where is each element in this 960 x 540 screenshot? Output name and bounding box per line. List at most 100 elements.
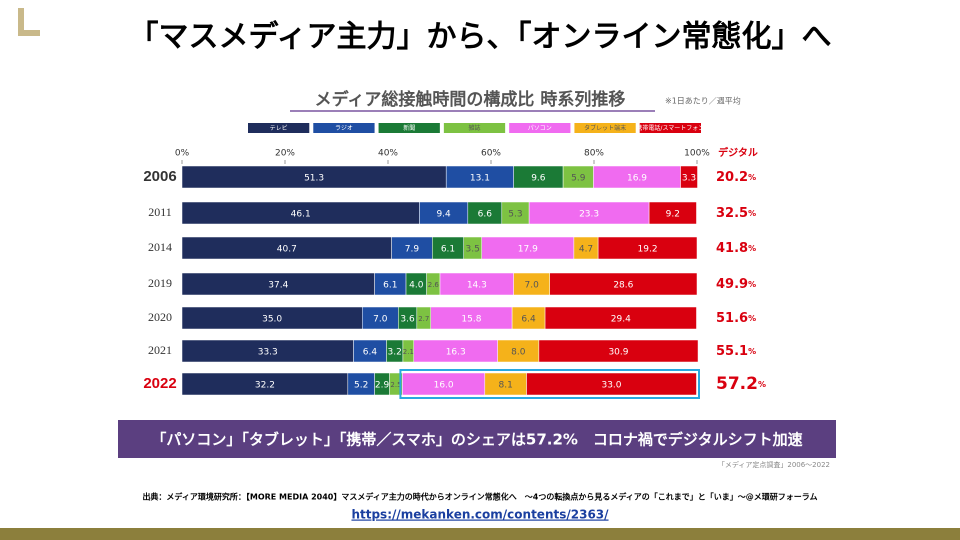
digital-value: 41.8 (716, 241, 748, 256)
year-label: 2021 (148, 343, 172, 357)
source: 「メディア定点調査」2006～2022 (718, 460, 830, 469)
bar-value-label: 2.6 (428, 281, 440, 289)
x-tick-label: 20% (275, 149, 295, 159)
bar-value-label: 3.3 (682, 174, 696, 184)
banner-text: 「パソコン」「タブレット」「携帯／スマホ」のシェアは57.2% コロナ禍でデジタ… (151, 431, 802, 449)
bar-segment (597, 236, 698, 260)
digital-share: 20.2% (716, 170, 756, 185)
bar-value-label: 30.9 (608, 348, 628, 358)
url-link[interactable]: https://mekanken.com/contents/2363/ (351, 508, 609, 522)
bar-value-label: 14.3 (467, 281, 487, 291)
year-label: 2011 (148, 205, 172, 219)
bar-value-label: 17.9 (518, 245, 538, 255)
bar-value-label: 5.2 (354, 381, 368, 391)
digital-unit: % (758, 380, 766, 389)
highlight-box (399, 369, 700, 399)
legend-label: テレビ (270, 124, 288, 132)
bar-value-label: 40.7 (277, 245, 297, 255)
year-label: 2006 (143, 168, 176, 185)
bar-segment (648, 201, 697, 225)
digital-value: 49.9 (716, 277, 748, 292)
digital-unit: % (748, 209, 756, 218)
digital-unit: % (748, 244, 756, 253)
digital-unit: % (748, 347, 756, 356)
digital-value: 20.2 (716, 170, 748, 185)
bar-value-label: 37.4 (268, 281, 288, 291)
bar-value-label: 29.4 (611, 315, 631, 325)
bar-value-label: 5.9 (571, 174, 586, 184)
logo (18, 8, 40, 36)
legend-swatch (574, 123, 636, 133)
bar-segment (544, 306, 697, 330)
bar-value-label: 9.2 (666, 210, 680, 220)
legend-label: 携帯電話/スマートフォン (636, 124, 704, 132)
bar-value-label: 3.6 (400, 315, 415, 325)
x-tick-label: 40% (378, 149, 398, 159)
digital-share: 51.6% (716, 311, 756, 326)
bar-value-label: 2.7 (418, 315, 429, 323)
bar-value-label: 16.9 (627, 174, 647, 184)
bar-value-label: 33.0 (601, 381, 621, 391)
digital-share: 32.5% (716, 206, 756, 221)
bar-segment (549, 272, 698, 296)
bar-value-label: 6.4 (521, 315, 536, 325)
digital-unit: % (748, 314, 756, 323)
bar-segment (526, 372, 697, 396)
bar-value-label: 9.6 (531, 174, 546, 184)
bar-value-label: 6.6 (478, 210, 493, 220)
legend-label: タブレット端末 (584, 124, 626, 132)
x-tick-label: 80% (584, 149, 604, 159)
bar-value-label: 6.4 (363, 348, 378, 358)
bar-value-label: 16.0 (434, 381, 454, 391)
bar-value-label: 8.1 (499, 381, 513, 391)
banner (118, 420, 836, 458)
legend-label: ラジオ (335, 125, 353, 132)
bar-value-label: 51.3 (304, 174, 324, 184)
slide-title: 「マスメディア主力」から、「オンライン常態化」へ (129, 20, 832, 55)
bar-value-label: 33.3 (258, 348, 278, 358)
digital-value: 51.6 (716, 311, 748, 326)
legend-swatch (443, 123, 506, 133)
bar-value-label: 4.7 (579, 245, 593, 255)
bar-value-label: 19.2 (638, 245, 658, 255)
footer-bar (0, 528, 960, 540)
bar-value-label: 35.0 (262, 315, 282, 325)
bar-value-label: 2.9 (375, 381, 390, 391)
bar-value-label: 4.0 (409, 281, 424, 291)
bar-value-label: 2.1 (403, 348, 414, 356)
bar-value-label: 2.5 (390, 381, 401, 389)
year-label: 2020 (148, 310, 172, 324)
legend-swatch (248, 123, 310, 133)
legend-swatch (378, 123, 440, 133)
year-label: 2019 (148, 276, 172, 290)
bar-value-label: 32.2 (255, 381, 275, 391)
bar-value-label: 8.0 (511, 348, 526, 358)
bar-value-label: 7.9 (405, 245, 420, 255)
legend-swatch (639, 123, 701, 133)
digital-share: 49.9% (716, 277, 756, 292)
digital-value: 57.2 (716, 374, 758, 394)
bar-value-label: 15.8 (461, 315, 481, 325)
bar-value-label: 6.1 (441, 245, 455, 255)
digital-value: 55.1 (716, 344, 748, 359)
digital-unit: % (748, 173, 756, 182)
bar-value-label: 3.2 (388, 348, 402, 358)
digital-unit: % (748, 280, 756, 289)
digital-header: デジタル (718, 146, 758, 159)
bar-value-label: 13.1 (470, 174, 490, 184)
bar-value-label: 28.6 (613, 281, 633, 291)
digital-value: 32.5 (716, 206, 748, 221)
bar-value-label: 46.1 (291, 210, 311, 220)
x-tick-label: 100% (684, 149, 710, 159)
legend-label: パソコン (528, 125, 552, 132)
x-tick-label: 60% (481, 149, 501, 159)
x-tick-label: 0% (175, 149, 190, 159)
legend-swatch (313, 123, 375, 133)
bar-value-label: 7.0 (525, 281, 540, 291)
chart-note: ※1日あたり／週平均 (665, 96, 741, 106)
bar-segment (680, 165, 698, 189)
bar-value-label: 23.3 (579, 210, 599, 220)
bar-value-label: 5.3 (508, 210, 522, 220)
